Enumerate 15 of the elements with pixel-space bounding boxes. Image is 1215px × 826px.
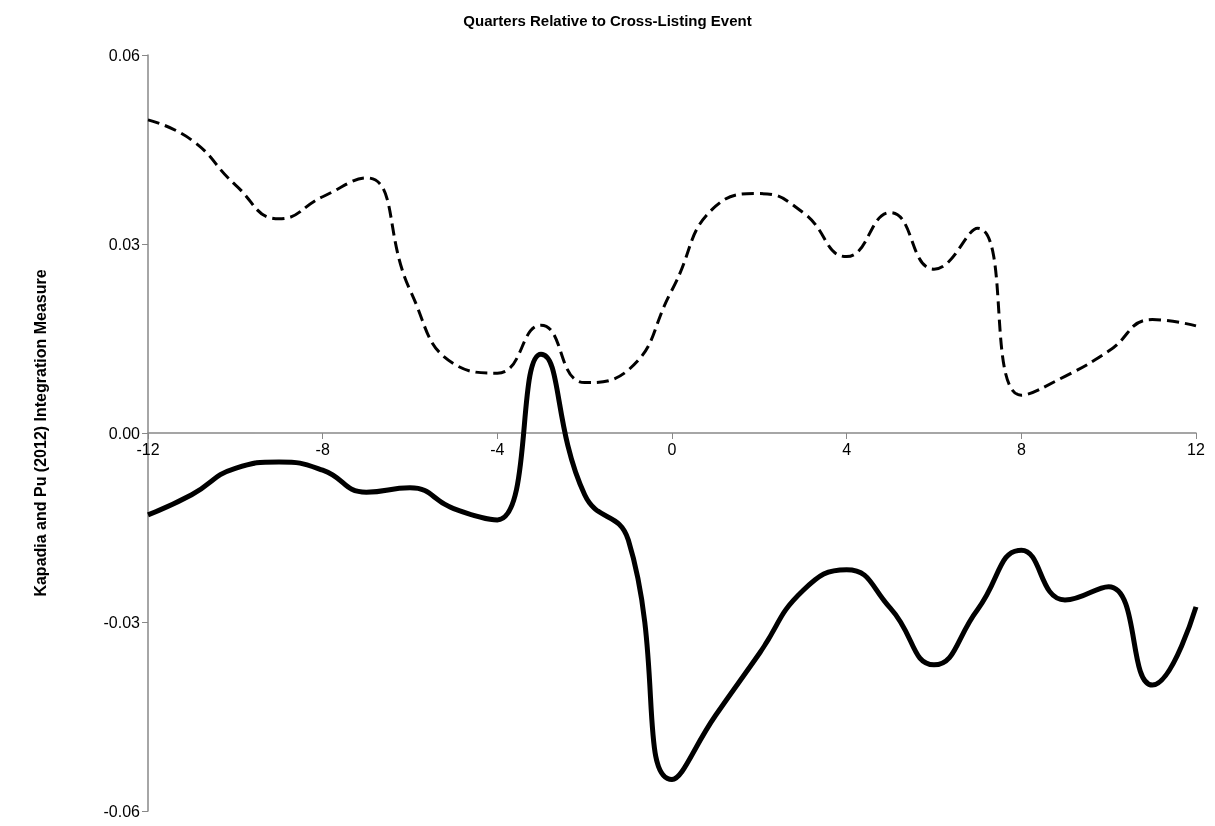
y-tick-label: -0.06 bbox=[103, 802, 141, 820]
y-axis-title: Kapadia and Pu (2012) Integration Measure bbox=[31, 269, 49, 597]
x-axis-title: Quarters Relative to Cross-Listing Event bbox=[463, 12, 752, 29]
line-series bbox=[146, 118, 1198, 397]
y-tick-label: 0.03 bbox=[108, 235, 141, 253]
y-tick-label: 0.00 bbox=[108, 424, 141, 442]
y-tick-label: 0.06 bbox=[108, 46, 141, 64]
x-tick-label: -4 bbox=[490, 440, 505, 458]
x-tick-label: -8 bbox=[315, 440, 330, 458]
x-tick-label: 4 bbox=[842, 440, 852, 458]
x-tick-label: 8 bbox=[1016, 440, 1026, 458]
x-tick-label: 12 bbox=[1187, 440, 1205, 458]
x-tick-label: -12 bbox=[136, 440, 160, 458]
y-tick-label: -0.03 bbox=[103, 613, 141, 631]
x-tick-label: 0 bbox=[667, 440, 677, 458]
